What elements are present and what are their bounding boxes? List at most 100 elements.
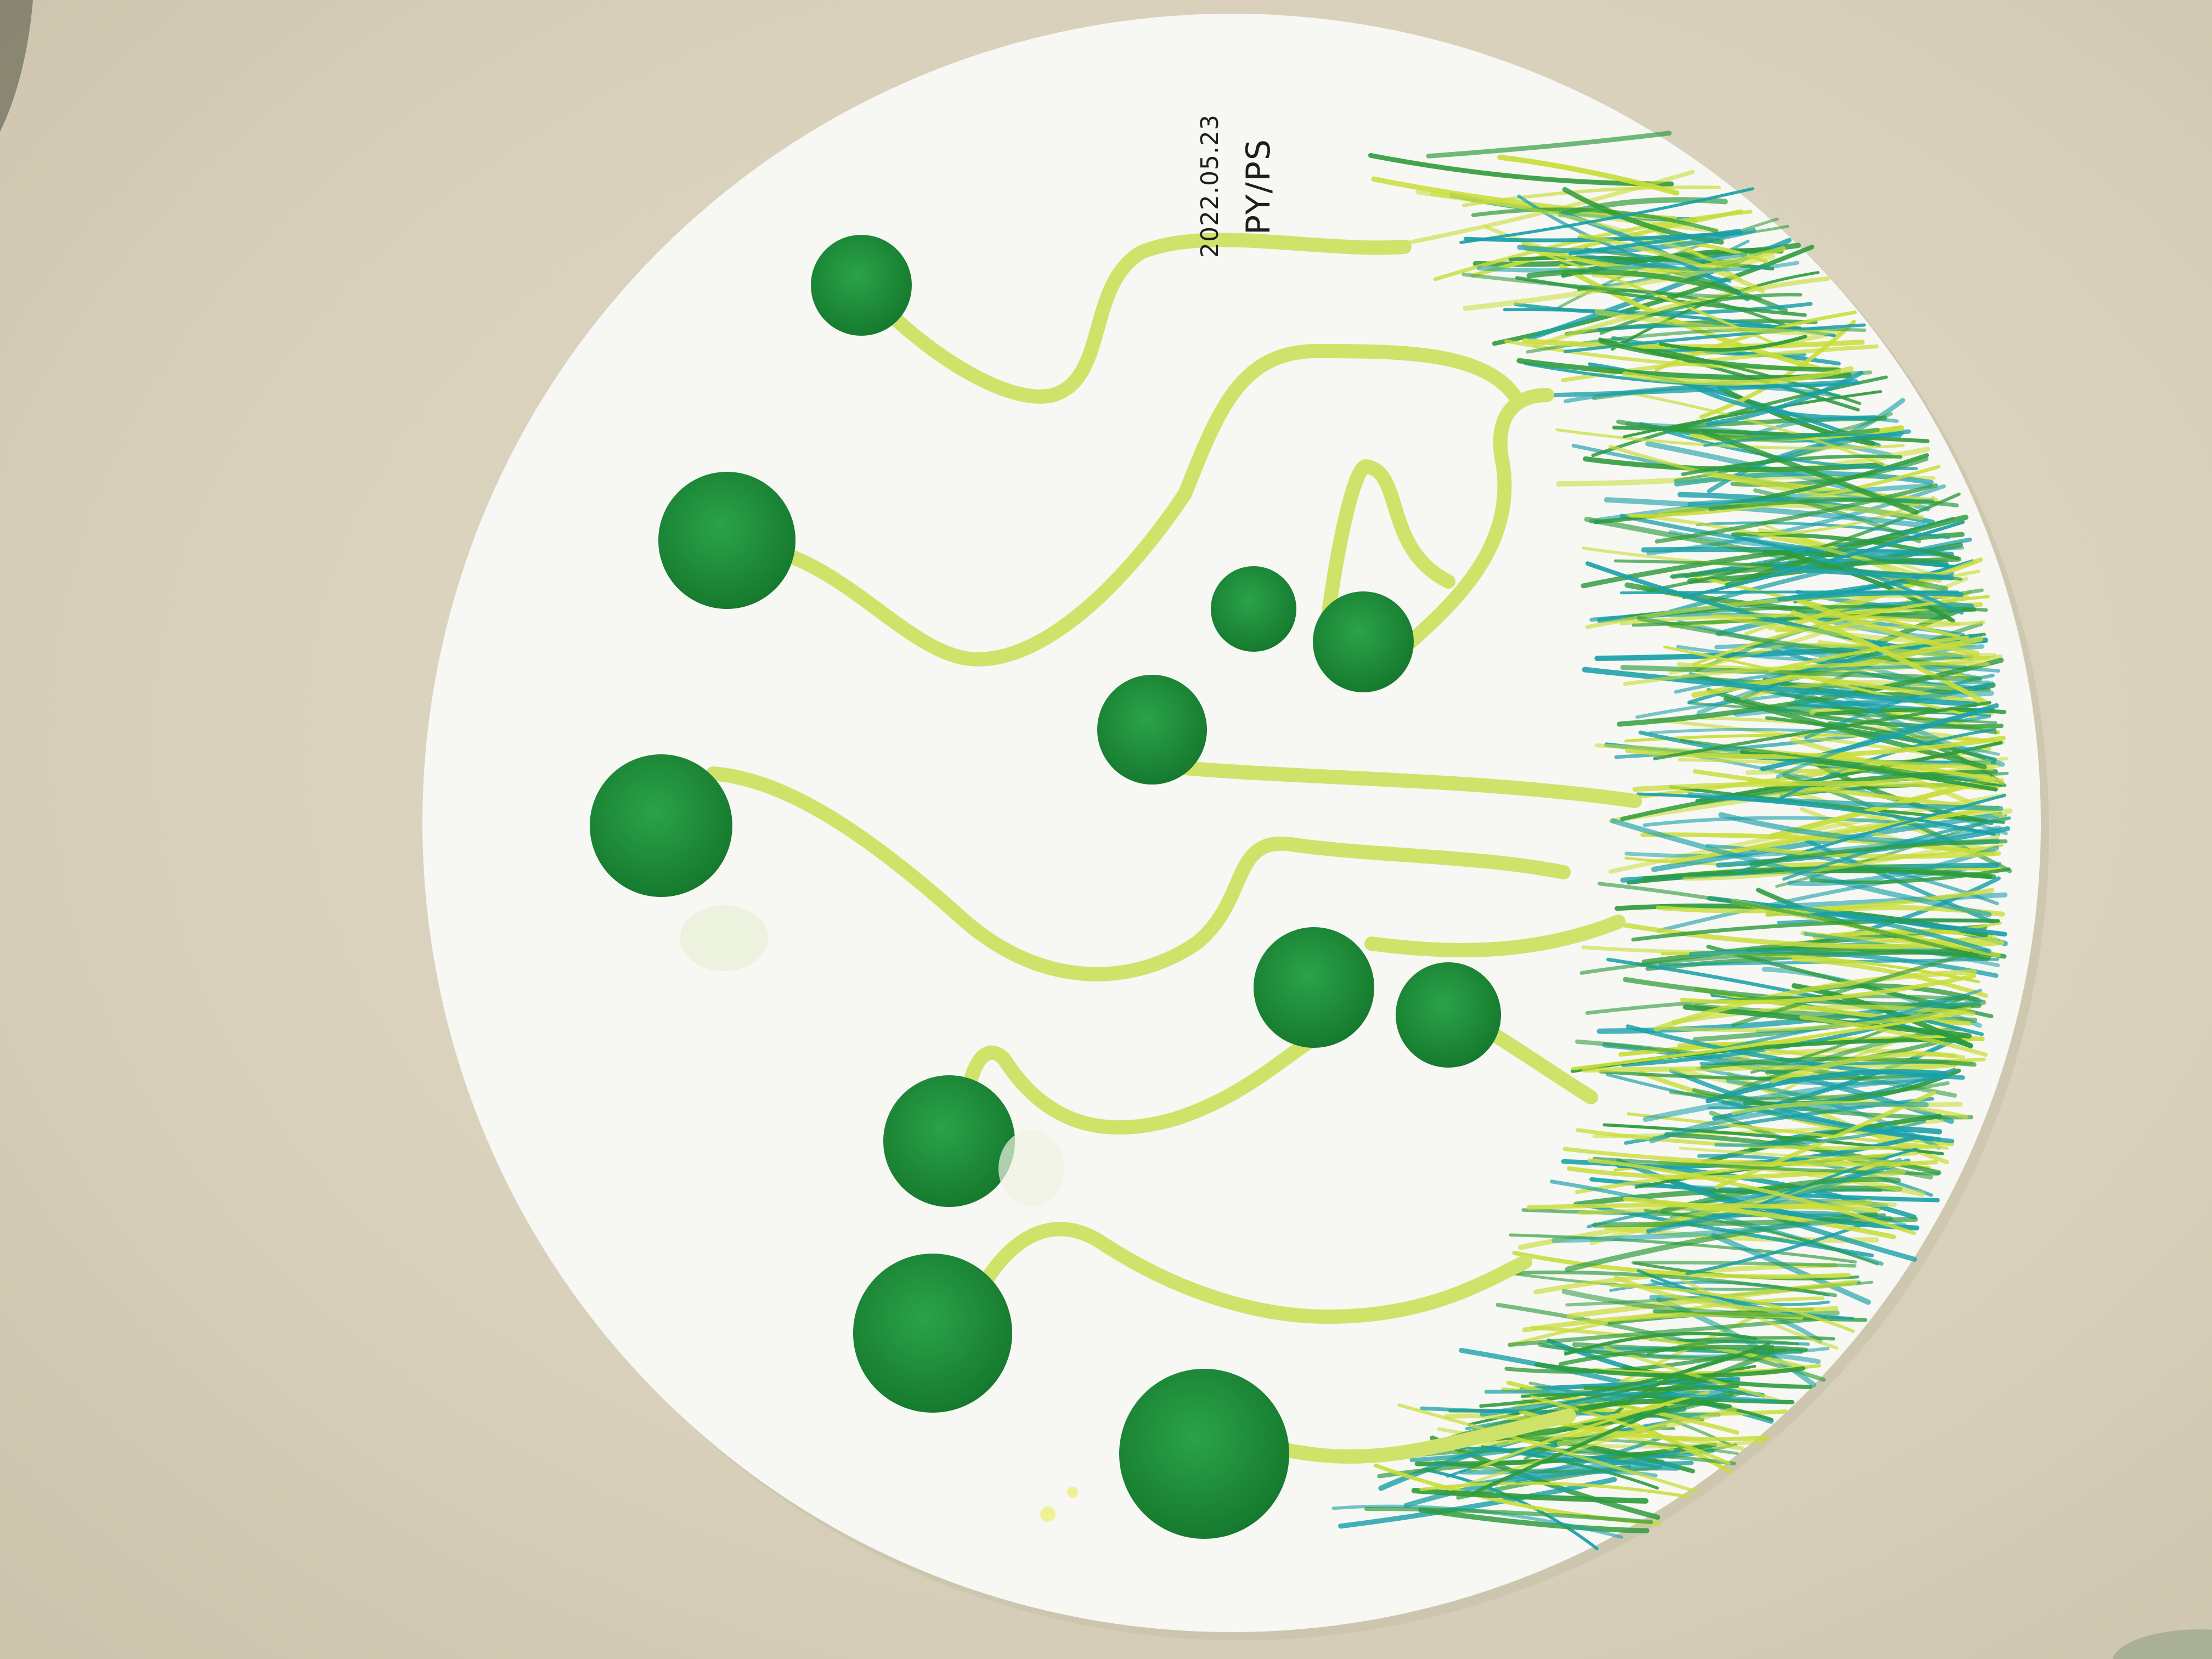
crayon-stroke — [1566, 1279, 1858, 1319]
crayon-stroke — [1462, 272, 1763, 301]
green-dot — [883, 1075, 1015, 1207]
crayon-stroke — [1703, 433, 1902, 447]
crayon-stroke — [1418, 1507, 1650, 1533]
crayon-stroke — [1517, 228, 1756, 254]
crayon-stroke — [1419, 1481, 1690, 1498]
crayon-stroke — [1768, 635, 1970, 673]
smudge — [1040, 1506, 1056, 1522]
crayon-stroke — [1676, 1336, 1836, 1344]
crayon-stroke — [1575, 252, 1799, 272]
crayon-stroke — [1735, 535, 1964, 615]
crayon-stroke — [1662, 1006, 1972, 1032]
stem — [1397, 388, 1554, 654]
crayon-stroke — [1397, 1403, 1699, 1493]
crayon-stroke — [1561, 344, 1879, 382]
crayon-stroke — [1680, 974, 1977, 1005]
crayon-stroke — [1620, 514, 1949, 565]
crayon-stroke — [1692, 769, 1996, 811]
crayon-stroke — [1526, 1203, 1880, 1212]
crayon-stroke — [1468, 1391, 1709, 1474]
crayon-stroke — [1626, 513, 1942, 583]
crayon-stroke — [1620, 922, 2004, 949]
crayon-stroke — [1782, 816, 2011, 881]
crayon-stroke — [1637, 1269, 1854, 1320]
crayon-stroke — [1646, 1339, 1799, 1356]
crayon-stroke — [1623, 661, 1990, 686]
crayon-stroke — [1711, 1233, 1871, 1305]
crayon-stroke — [1568, 229, 1741, 256]
stem — [1178, 761, 1642, 808]
stems — [706, 233, 1642, 1464]
crayon-stroke — [1603, 1346, 1788, 1405]
crayon-stroke — [1663, 430, 1918, 471]
crayon-stroke — [1794, 687, 1987, 760]
crayon-stroke — [1788, 672, 1991, 707]
crayon-stroke — [1626, 391, 1891, 469]
crayon-stroke — [1627, 1112, 1949, 1150]
crayon-stroke — [1604, 497, 1926, 528]
crayon-stroke — [1643, 1074, 1944, 1122]
crayon-stroke — [1668, 530, 1965, 552]
crayon-stroke — [1463, 253, 1775, 311]
crayon-stroke — [1585, 561, 1963, 659]
crayon-stroke — [1772, 565, 1954, 580]
crayon-stroke — [1676, 645, 1974, 663]
green-dot — [658, 472, 795, 609]
crayon-stroke — [1616, 1135, 1921, 1169]
crayon-stroke — [1583, 456, 1884, 472]
crayon-stroke — [1631, 918, 2000, 942]
crayon-stroke — [1696, 521, 1950, 539]
green-dot — [1254, 927, 1374, 1048]
stem — [980, 1222, 1532, 1324]
crayon-stroke — [1669, 1081, 1950, 1101]
crayon-stroke — [1564, 1331, 1757, 1356]
initials-text: PY/PS — [1239, 138, 1278, 235]
crayon-stroke — [1660, 1177, 1901, 1214]
crayon-stroke — [1579, 950, 1979, 975]
crayon-stroke — [1512, 1250, 1851, 1279]
crayon-stroke — [1632, 781, 1999, 792]
crayon-stroke — [1669, 785, 2005, 824]
crayon-stroke — [1654, 969, 1977, 1032]
crayon-stroke — [1582, 667, 1978, 707]
crayon-stroke — [1657, 861, 2002, 933]
crayon-stroke — [1749, 839, 2008, 866]
crayon-stroke — [1643, 816, 2001, 836]
crayon-stroke — [1426, 131, 1672, 159]
crayon-stroke — [1817, 640, 1997, 658]
crayon-stroke — [1791, 956, 1988, 998]
crayon-stroke — [1785, 904, 1991, 953]
crayon-stroke — [1459, 1449, 1681, 1475]
stem — [876, 233, 1412, 404]
crayon-stroke — [1775, 727, 1996, 802]
crayon-stroke — [1470, 209, 1743, 278]
crayon-stroke — [1433, 210, 1753, 281]
crayon-stroke — [1512, 379, 1858, 398]
crayon-stroke — [1530, 1395, 1731, 1465]
crayon-stroke — [1364, 1506, 1654, 1525]
crayon-stroke — [1532, 276, 1830, 348]
crayon-stroke — [1622, 366, 1854, 386]
crayon-stroke — [1471, 207, 1718, 233]
crayon-stroke — [1687, 792, 2004, 811]
stem — [761, 344, 1521, 667]
crayon-stroke — [1479, 1342, 1770, 1408]
crayon-stroke — [1564, 1346, 1821, 1364]
crayon-stroke — [1692, 595, 1990, 666]
crayon-stroke — [1679, 738, 1998, 787]
stem — [706, 766, 1571, 981]
crayon-stroke — [1613, 1275, 1838, 1312]
crayon-stroke — [1597, 882, 1989, 962]
crayon-stroke — [1578, 1348, 1775, 1413]
crayon-stroke — [1755, 846, 2001, 859]
green-dot — [1119, 1369, 1289, 1539]
crayon-stroke — [1585, 994, 1977, 1015]
crayon-stroke — [1531, 1325, 1808, 1370]
crayon-stroke — [1500, 1270, 1837, 1297]
crayon-stroke — [1775, 708, 1992, 779]
crayon-stroke — [1558, 1345, 1808, 1367]
crayon-stroke — [1599, 292, 1803, 335]
crayon-stroke — [1623, 1196, 1896, 1239]
green-dots — [590, 235, 1501, 1539]
crayon-stroke — [1705, 1069, 1948, 1104]
